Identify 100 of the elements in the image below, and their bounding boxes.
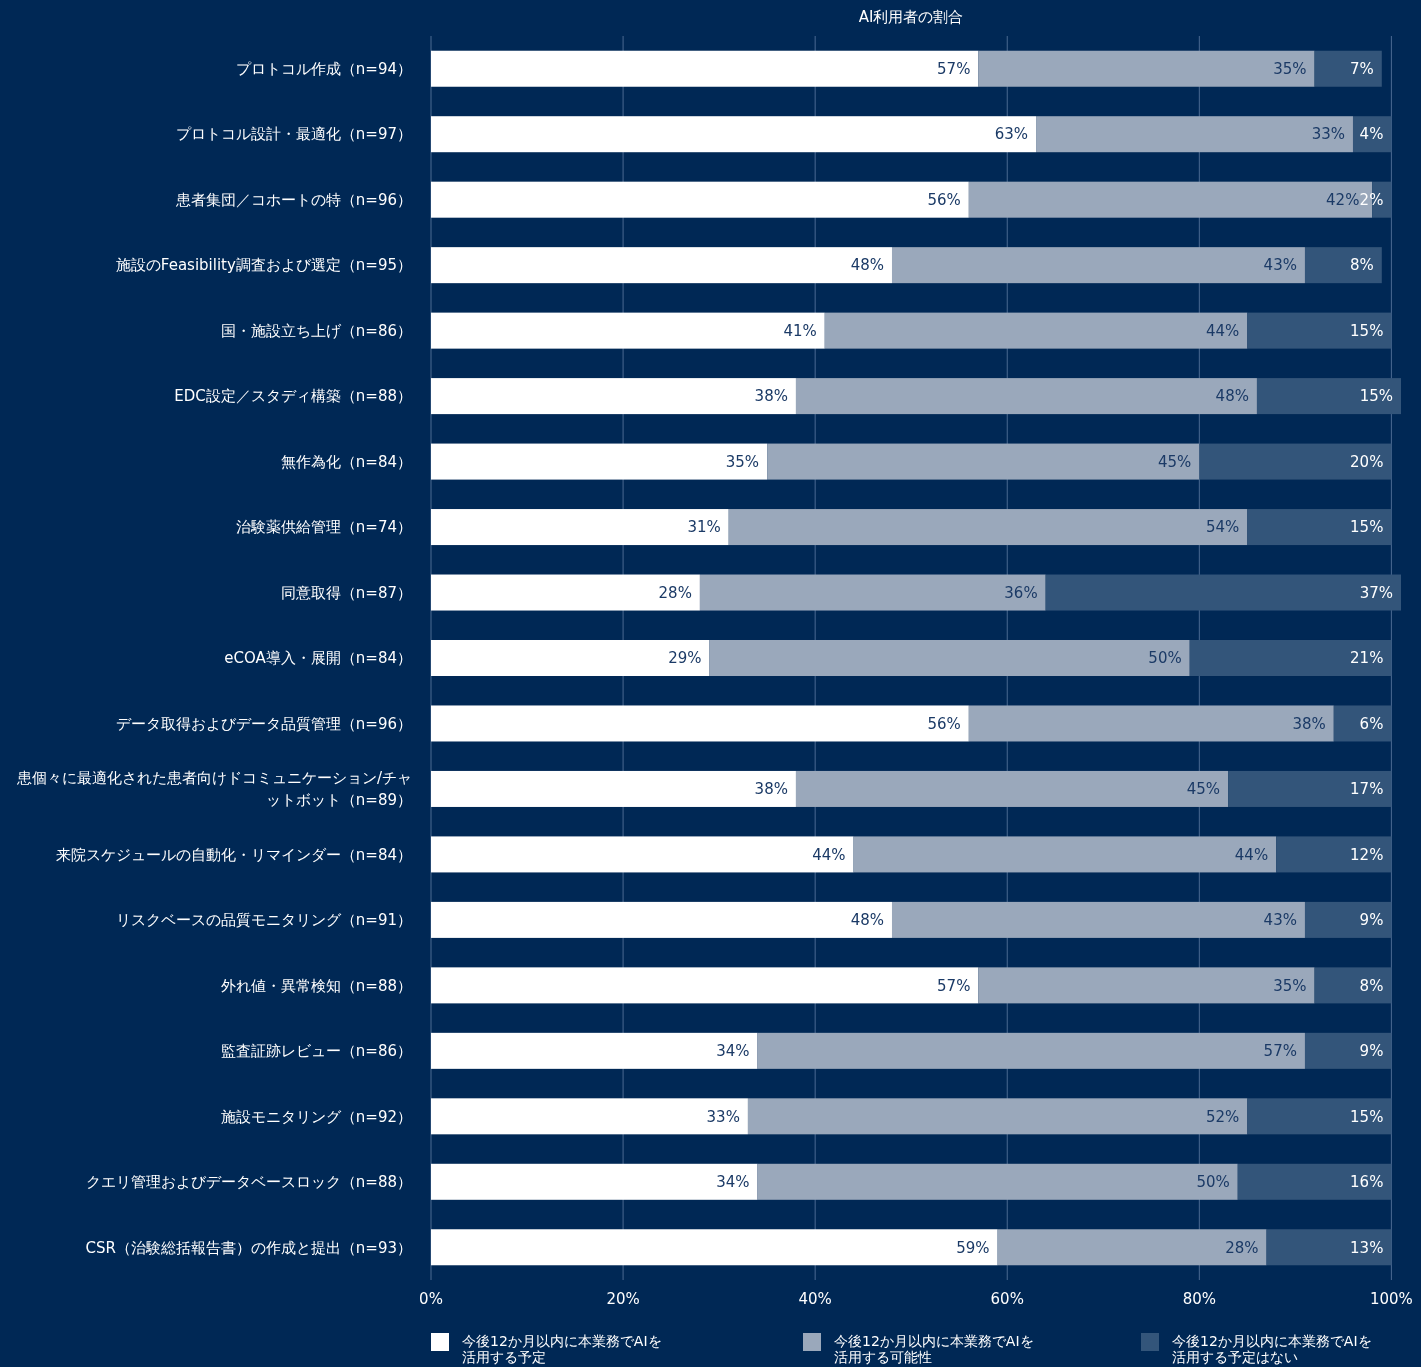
data-label: 15% (1350, 321, 1384, 340)
y-tick-label: 同意取得（n=87） (280, 583, 412, 602)
data-label: 50% (1148, 649, 1182, 668)
bar (891, 901, 1305, 938)
bar (1266, 1229, 1392, 1266)
data-label: 28% (1225, 1238, 1259, 1257)
y-tick-label: eCOA導入・展開（n=84） (224, 649, 412, 668)
data-label: 45% (1157, 452, 1192, 471)
y-tick-label: CSR（治験総括報告書）の作成と提出（n=93） (85, 1238, 412, 1257)
x-tick-label: 60% (990, 1290, 1024, 1308)
bar (853, 836, 1277, 873)
data-label: 41% (783, 321, 817, 340)
y-tick-label: プロトコル設計・最適化（n=97） (175, 125, 412, 144)
data-label: 43% (1263, 911, 1297, 930)
data-label: 9% (1359, 911, 1384, 930)
data-label: 45% (1186, 780, 1221, 799)
bar (1247, 312, 1392, 349)
bar (978, 967, 1315, 1004)
data-label: 48% (1215, 387, 1249, 406)
data-label: 35% (1273, 976, 1307, 995)
data-label: 35% (1273, 59, 1307, 78)
bar (997, 1229, 1267, 1266)
data-label: 29% (668, 649, 702, 668)
data-label: 50% (1196, 1173, 1230, 1192)
data-label: 16% (1350, 1173, 1384, 1192)
bar (978, 50, 1315, 87)
data-label: 48% (850, 256, 884, 275)
bar (1256, 378, 1401, 415)
x-tick-label: 20% (606, 1290, 640, 1308)
data-label: 15% (1359, 387, 1393, 406)
bar (1314, 967, 1392, 1004)
data-label: 8% (1350, 256, 1374, 275)
data-label: 4% (1359, 125, 1384, 144)
data-label: 44% (1205, 321, 1240, 340)
y-tick-label: EDC設定／スタディ構築（n=88） (174, 387, 412, 406)
data-label: 13% (1350, 1238, 1384, 1257)
data-label: 57% (937, 976, 971, 995)
bar (891, 247, 1305, 284)
y-tick-label: 施設のFeasibility調査および選定（n=95） (115, 256, 412, 275)
bar (431, 181, 969, 218)
bar (795, 378, 1257, 415)
bar (767, 443, 1200, 480)
bar (824, 312, 1248, 349)
bar (1247, 1098, 1392, 1135)
bar (1228, 770, 1392, 807)
bar (431, 770, 796, 807)
data-label: 56% (927, 190, 961, 209)
data-label: 36% (1004, 583, 1038, 602)
bar (1276, 836, 1392, 873)
x-tick-label: 100% (1369, 1290, 1413, 1308)
bar (431, 705, 969, 742)
bar (431, 312, 825, 349)
bar (795, 770, 1229, 807)
bar (1304, 247, 1382, 284)
bar (431, 247, 892, 284)
y-tick-label: 患者集団／コホートの特（n=96） (174, 190, 412, 209)
data-label: 56% (927, 714, 961, 733)
data-label: 57% (1263, 1042, 1297, 1061)
bar (1045, 574, 1401, 611)
bar (431, 574, 700, 611)
y-tick-label: 国・施設立ち上げ（n=86） (220, 321, 412, 340)
data-label: 15% (1350, 518, 1384, 537)
bar (968, 705, 1334, 742)
data-label: 15% (1350, 1107, 1384, 1126)
legend-label: 今後12か月以内に本業務でAIを活用する予定はない (1172, 1333, 1372, 1365)
data-label: 43% (1263, 256, 1297, 275)
y-tick-label: 患個々に最適化された患者向けドコミュニケーション/チャットボット（n=89） (15, 769, 412, 810)
bar (1199, 443, 1392, 480)
x-tick-label: 40% (798, 1290, 832, 1308)
data-label: 34% (716, 1173, 750, 1192)
bar (728, 509, 1248, 546)
bar (1237, 1163, 1392, 1200)
data-label: 38% (754, 780, 788, 799)
y-tick-label: クエリ管理およびデータベースロック（n=88） (85, 1173, 412, 1192)
data-label: 48% (850, 911, 884, 930)
bar (1189, 640, 1392, 677)
y-tick-label: データ取得およびデータ品質管理（n=96） (115, 714, 412, 733)
bar (1304, 1032, 1392, 1069)
data-label: 21% (1350, 649, 1384, 668)
data-label: 59% (956, 1238, 990, 1257)
bar (699, 574, 1046, 611)
data-label: 35% (725, 452, 760, 471)
bar (431, 443, 768, 480)
data-label: 9% (1359, 1042, 1384, 1061)
bar (1036, 116, 1353, 153)
y-tick-label: 外れ値・異常検知（n=88） (220, 976, 412, 995)
bar (1247, 509, 1392, 546)
data-label: 33% (1311, 125, 1345, 144)
bar (431, 1032, 758, 1069)
bar (431, 116, 1037, 153)
data-label: 44% (812, 845, 846, 864)
bar (431, 640, 710, 677)
bar (1304, 901, 1392, 938)
data-label: 8% (1359, 976, 1384, 995)
bar (431, 1163, 758, 1200)
bar (747, 1098, 1248, 1135)
legend-label: 今後12か月以内に本業務でAIを活用する予定 (462, 1333, 662, 1365)
y-tick-label: リスクベースの品質モニタリング（n=91） (115, 911, 412, 930)
y-tick-label: プロトコル作成（n=94） (235, 59, 412, 78)
y-tick-label: 来院スケジュールの自動化・リマインダー（n=84） (55, 845, 412, 864)
